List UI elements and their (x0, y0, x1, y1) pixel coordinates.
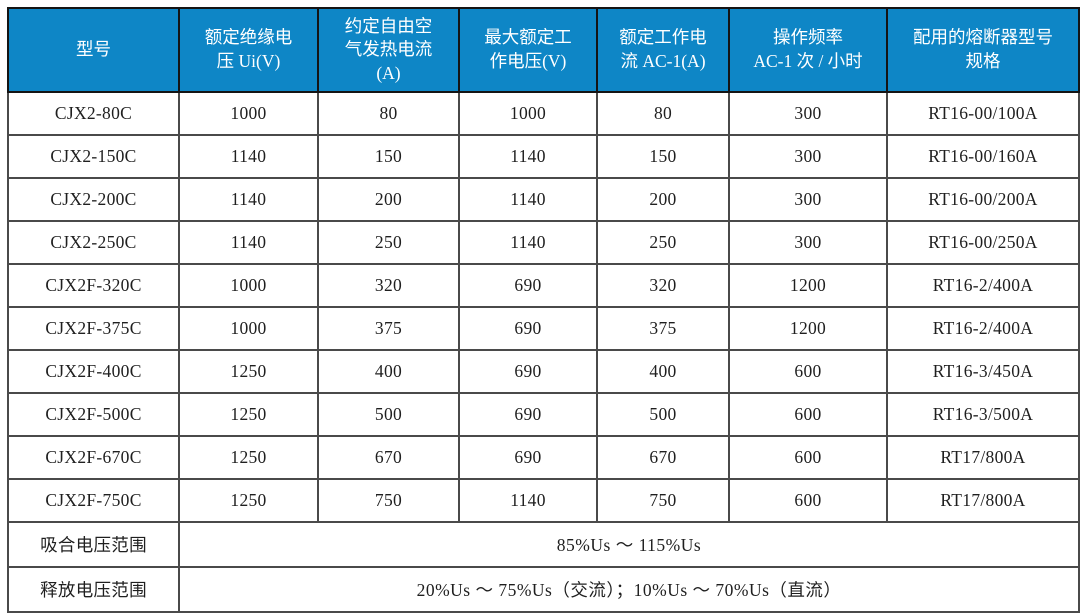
value-cell: 690 (458, 349, 598, 394)
column-header: 额定工作电 流 AC-1(A) (596, 7, 730, 93)
value-cell: 400 (317, 349, 460, 394)
model-cell: CJX2-80C (7, 91, 180, 136)
footer-value-release-voltage: 20%Us ～ 75%Us（交流）；10%Us ～ 70%Us（直流） (178, 566, 1080, 613)
table-row: CJX2-250C 1140 250 1140 250 300 RT16-00/250A (7, 220, 1080, 265)
value-cell: 80 (596, 91, 730, 136)
value-cell: 1140 (178, 134, 319, 179)
column-header: 最大额定工 作电压(V) (458, 7, 598, 93)
table-header: 型号 额定绝缘电 压 Ui(V) 约定自由空 气发热电流 (A) 最大额定工 作电压(… (7, 7, 1080, 93)
column-header: 操作频率 AC-1 次 / 小时 (728, 7, 888, 93)
value-cell: 1200 (728, 306, 888, 351)
value-cell: 1250 (178, 435, 319, 480)
value-cell: 300 (728, 220, 888, 265)
footer-label-release-voltage: 释放电压范围 (7, 566, 180, 613)
value-cell: 250 (317, 220, 460, 265)
table-row: CJX2F-500C 1250 500 690 500 600 RT16-3/500A (7, 392, 1080, 437)
value-cell: 1000 (178, 91, 319, 136)
value-cell: 690 (458, 306, 598, 351)
column-header: 约定自由空 气发热电流 (A) (317, 7, 460, 93)
value-cell: 750 (596, 478, 730, 523)
value-cell: 600 (728, 392, 888, 437)
footer-row-release-voltage: 释放电压范围 20%Us ～ 75%Us（交流）；10%Us ～ 70%Us（直… (7, 566, 1080, 613)
value-cell: 400 (596, 349, 730, 394)
value-cell: 1140 (458, 177, 598, 222)
footer-label-pull-in-voltage: 吸合电压范围 (7, 521, 180, 568)
spec-table: 型号 额定绝缘电 压 Ui(V) 约定自由空 气发热电流 (A) 最大额定工 作电压(… (7, 7, 1080, 613)
table-row: CJX2F-400C 1250 400 690 400 600 RT16-3/450A (7, 349, 1080, 394)
model-cell: CJX2F-670C (7, 435, 180, 480)
value-cell: 600 (728, 435, 888, 480)
column-header: 型号 (7, 7, 180, 93)
value-cell: 670 (317, 435, 460, 480)
value-cell: 150 (317, 134, 460, 179)
value-cell: 1250 (178, 392, 319, 437)
value-cell: RT16-2/400A (886, 306, 1080, 351)
value-cell: 320 (317, 263, 460, 308)
value-cell: 670 (596, 435, 730, 480)
value-cell: 600 (728, 478, 888, 523)
value-cell: RT16-00/160A (886, 134, 1080, 179)
table-row: CJX2-80C 1000 80 1000 80 300 RT16-00/100A (7, 91, 1080, 136)
table-footer: 吸合电压范围 85%Us ～ 115%Us 释放电压范围 20%Us ～ 75%… (7, 521, 1080, 613)
model-cell: CJX2-200C (7, 177, 180, 222)
table-row: CJX2F-375C 1000 375 690 375 1200 RT16-2/400A (7, 306, 1080, 351)
value-cell: 1140 (458, 478, 598, 523)
value-cell: 1140 (458, 220, 598, 265)
value-cell: 690 (458, 263, 598, 308)
value-cell: RT16-00/100A (886, 91, 1080, 136)
column-header: 配用的熔断器型号 规格 (886, 7, 1080, 93)
value-cell: 375 (317, 306, 460, 351)
value-cell: 80 (317, 91, 460, 136)
value-cell: 300 (728, 177, 888, 222)
value-cell: RT16-00/250A (886, 220, 1080, 265)
value-cell: 690 (458, 392, 598, 437)
value-cell: 200 (596, 177, 730, 222)
value-cell: RT16-2/400A (886, 263, 1080, 308)
value-cell: 150 (596, 134, 730, 179)
value-cell: 1250 (178, 349, 319, 394)
footer-row-pull-in-voltage: 吸合电压范围 85%Us ～ 115%Us (7, 521, 1080, 568)
value-cell: 1250 (178, 478, 319, 523)
header-row: 型号 额定绝缘电 压 Ui(V) 约定自由空 气发热电流 (A) 最大额定工 作电压(… (7, 7, 1080, 93)
value-cell: RT17/800A (886, 478, 1080, 523)
value-cell: 320 (596, 263, 730, 308)
value-cell: 600 (728, 349, 888, 394)
model-cell: CJX2-250C (7, 220, 180, 265)
model-cell: CJX2F-375C (7, 306, 180, 351)
column-header: 额定绝缘电 压 Ui(V) (178, 7, 319, 93)
value-cell: 500 (317, 392, 460, 437)
footer-value-pull-in-voltage: 85%Us ～ 115%Us (178, 521, 1080, 568)
value-cell: 1200 (728, 263, 888, 308)
value-cell: 1140 (178, 220, 319, 265)
table-row: CJX2-150C 1140 150 1140 150 300 RT16-00/160A (7, 134, 1080, 179)
value-cell: 690 (458, 435, 598, 480)
value-cell: 375 (596, 306, 730, 351)
value-cell: 1000 (458, 91, 598, 136)
table-body: CJX2-80C 1000 80 1000 80 300 RT16-00/100A CJX2-… (7, 91, 1080, 523)
model-cell: CJX2F-750C (7, 478, 180, 523)
value-cell: 300 (728, 91, 888, 136)
table-row: CJX2-200C 1140 200 1140 200 300 RT16-00/200A (7, 177, 1080, 222)
model-cell: CJX2F-400C (7, 349, 180, 394)
table-row: CJX2F-670C 1250 670 690 670 600 RT17/800A (7, 435, 1080, 480)
value-cell: RT16-3/500A (886, 392, 1080, 437)
value-cell: RT16-3/450A (886, 349, 1080, 394)
model-cell: CJX2-150C (7, 134, 180, 179)
value-cell: 500 (596, 392, 730, 437)
value-cell: RT17/800A (886, 435, 1080, 480)
table-row: CJX2F-750C 1250 750 1140 750 600 RT17/800A (7, 478, 1080, 523)
value-cell: 750 (317, 478, 460, 523)
value-cell: 250 (596, 220, 730, 265)
value-cell: 300 (728, 134, 888, 179)
value-cell: RT16-00/200A (886, 177, 1080, 222)
value-cell: 1140 (178, 177, 319, 222)
value-cell: 1140 (458, 134, 598, 179)
value-cell: 1000 (178, 306, 319, 351)
value-cell: 200 (317, 177, 460, 222)
model-cell: CJX2F-500C (7, 392, 180, 437)
table-row: CJX2F-320C 1000 320 690 320 1200 RT16-2/400A (7, 263, 1080, 308)
model-cell: CJX2F-320C (7, 263, 180, 308)
value-cell: 1000 (178, 263, 319, 308)
